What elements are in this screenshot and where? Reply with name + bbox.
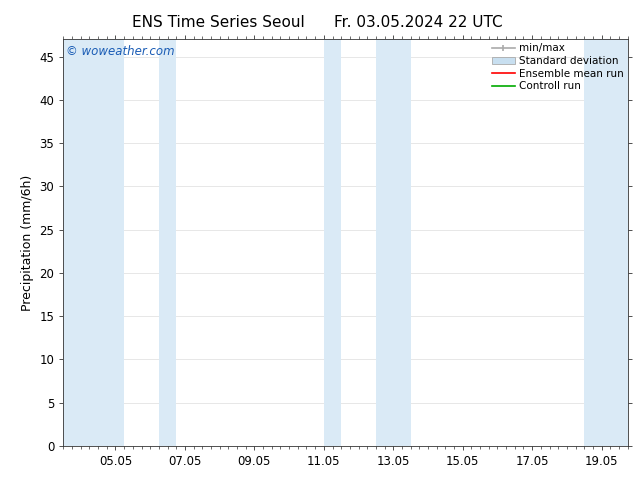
Bar (376, 39, 411, 446)
Bar (159, 39, 176, 446)
Text: © woweather.com: © woweather.com (66, 45, 175, 58)
Text: ENS Time Series Seoul      Fr. 03.05.2024 22 UTC: ENS Time Series Seoul Fr. 03.05.2024 22 … (132, 15, 502, 30)
Bar (63, 39, 124, 446)
Legend: min/max, Standard deviation, Ensemble mean run, Controll run: min/max, Standard deviation, Ensemble me… (489, 41, 626, 93)
Bar (585, 39, 628, 446)
Y-axis label: Precipitation (mm/6h): Precipitation (mm/6h) (21, 174, 34, 311)
Bar (324, 39, 341, 446)
